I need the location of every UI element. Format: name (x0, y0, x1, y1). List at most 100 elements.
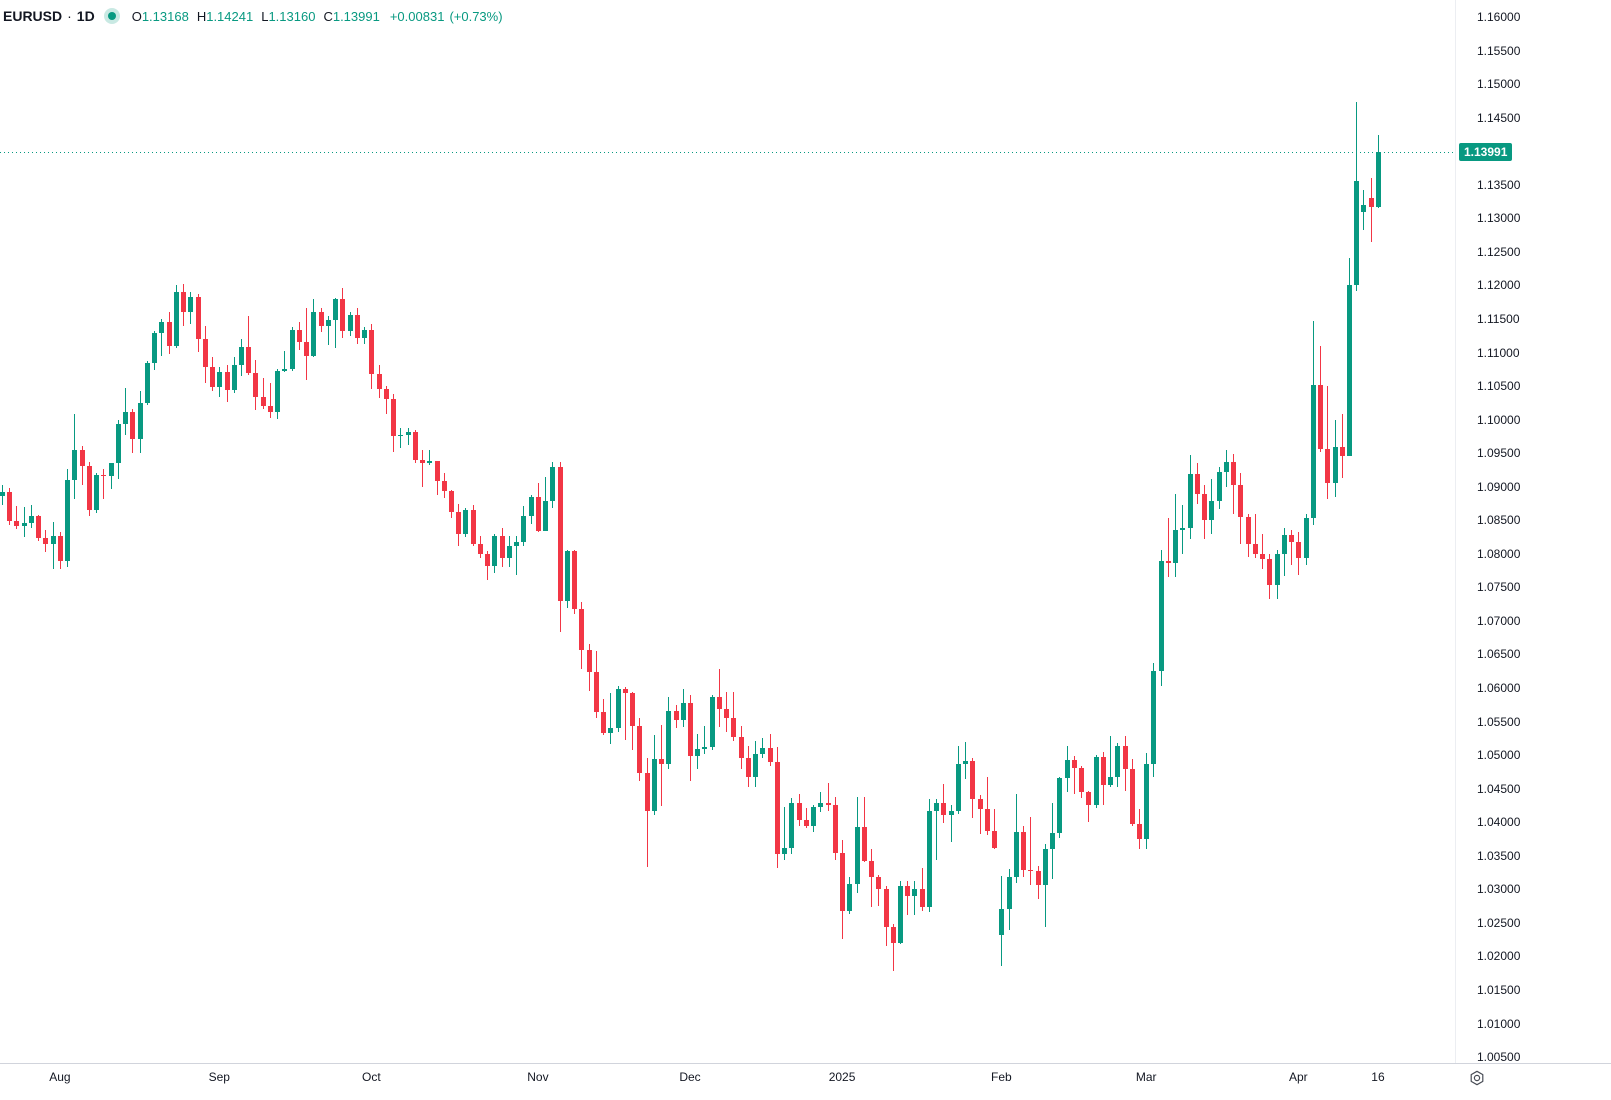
time-tick-label: 16 (1371, 1070, 1385, 1084)
candle-body (1260, 554, 1265, 559)
candle (138, 391, 143, 453)
candle-body (847, 884, 852, 911)
candle (833, 797, 838, 860)
market-status-dot[interactable] (103, 8, 120, 24)
candle-body (1137, 824, 1142, 839)
market-status-dot-core (107, 12, 116, 20)
candle (406, 428, 411, 445)
change-value: +0.00831 (389, 8, 445, 24)
price-tick-label: 1.01500 (1477, 982, 1521, 997)
candle (1318, 346, 1323, 452)
candle (1028, 817, 1033, 885)
candle (731, 692, 736, 741)
candle-body (978, 799, 983, 809)
candle (985, 777, 990, 835)
candle (963, 742, 968, 779)
candle (760, 738, 765, 758)
candle-body (760, 748, 765, 754)
candle-body (1224, 462, 1229, 472)
candle (724, 692, 729, 732)
candle-body (992, 831, 997, 848)
candle (152, 331, 157, 370)
price-tick-label: 1.11000 (1477, 345, 1520, 360)
price-tick-label: 1.03500 (1477, 848, 1521, 863)
candle-body (985, 809, 990, 831)
candle-body (1086, 792, 1091, 805)
candle (891, 924, 896, 971)
candle (826, 783, 831, 811)
candle (196, 294, 201, 352)
candle (579, 602, 584, 669)
candle-body (174, 292, 179, 346)
candle-body (246, 347, 251, 373)
candle (1340, 414, 1345, 478)
symbol-button[interactable]: EURUSD (3, 8, 63, 24)
candle-body (674, 711, 679, 720)
candle (391, 394, 396, 452)
candle-body (1267, 559, 1272, 585)
price-tick-label: 1.07000 (1477, 613, 1521, 628)
candle (681, 689, 686, 727)
time-tick-label: Dec (679, 1070, 701, 1084)
last-price-label: 1.13991 (1464, 145, 1508, 159)
candle (550, 462, 555, 508)
candle (174, 285, 179, 348)
candle-body (369, 330, 374, 374)
candle-body (1036, 871, 1041, 885)
candle-body (630, 693, 635, 726)
candle-body (905, 886, 910, 896)
candle-body (1115, 746, 1120, 777)
candle-body (304, 342, 309, 356)
time-tick-label: Feb (991, 1070, 1012, 1084)
candle-body (681, 703, 686, 720)
candle-body (934, 803, 939, 811)
candle (0, 485, 5, 505)
candle-body (1173, 530, 1178, 563)
time-tick-label: Oct (361, 1070, 381, 1084)
candle (1043, 844, 1048, 927)
price-scale[interactable]: 1.16000 1.15500 1.15000 1.14500 1.13500 1.130… (1456, 0, 1611, 1064)
candle-body (1361, 205, 1366, 212)
interval-button[interactable]: 1D (76, 8, 95, 24)
candle (1108, 736, 1113, 787)
candle-body (659, 759, 664, 764)
candle (1195, 463, 1200, 504)
time-tick-label: Sep (208, 1070, 230, 1084)
candle-body (362, 330, 367, 338)
candle-body (1144, 764, 1149, 839)
candle (876, 875, 881, 906)
candle-body (717, 697, 722, 709)
open-label: O (131, 8, 142, 24)
candle (637, 718, 642, 781)
candle (789, 798, 794, 854)
candle-body (949, 811, 954, 815)
candle-body (492, 536, 497, 566)
candle-body (594, 672, 599, 712)
candle (572, 550, 577, 614)
candle (1072, 756, 1077, 794)
open-value: 1.13168 (141, 8, 189, 24)
candle (623, 687, 628, 740)
candle (442, 473, 447, 498)
candle-body (384, 389, 389, 399)
candle-body (702, 747, 707, 749)
candle-body (29, 516, 34, 523)
time-scale[interactable]: Aug Sep Oct Nov Dec 2025 Feb Mar Apr 16 (0, 1064, 1611, 1100)
candle (1253, 514, 1258, 558)
candle-body (746, 758, 751, 777)
title-separator: · (67, 8, 72, 24)
candle (970, 758, 975, 818)
candle (500, 528, 505, 567)
axis-settings-icon[interactable] (1468, 1069, 1486, 1087)
candle (159, 319, 164, 356)
candle (912, 881, 917, 915)
candle (348, 312, 353, 336)
candle (688, 695, 693, 781)
candle-body (282, 369, 287, 371)
candle (507, 536, 512, 567)
candle (920, 868, 925, 911)
candle (420, 450, 425, 487)
candle-body (1123, 746, 1128, 769)
candle (1007, 869, 1012, 930)
